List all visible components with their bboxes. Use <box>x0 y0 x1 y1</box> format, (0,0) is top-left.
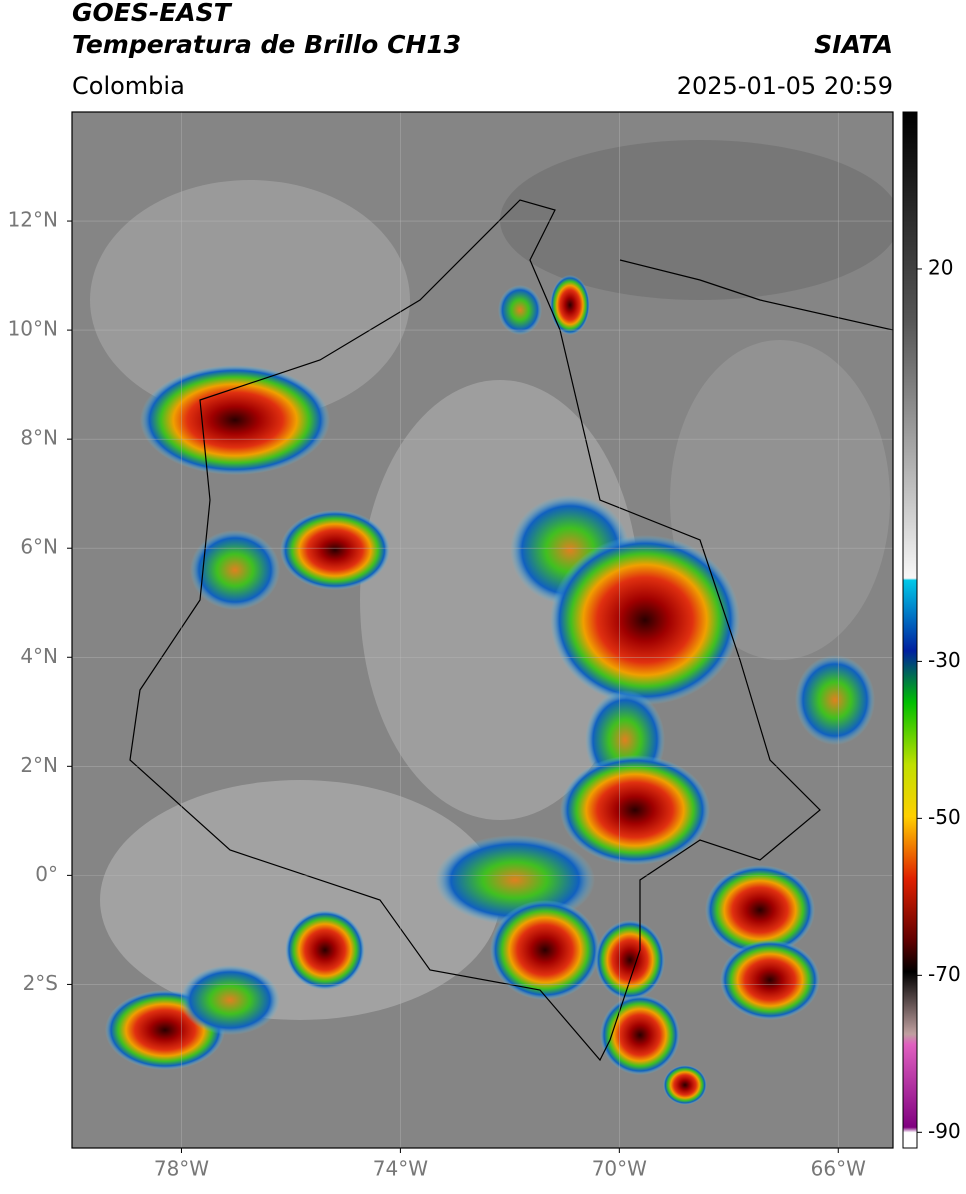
lat-tick-label: 2°N <box>20 753 58 777</box>
colorbar-tick-label: -30 <box>928 648 961 672</box>
region: Colombia <box>72 72 185 100</box>
graticule <box>72 112 893 1148</box>
colorbar-tick-label: -90 <box>928 1119 961 1143</box>
lat-tick-label: 12°N <box>8 208 58 232</box>
lat-tick-label: 4°N <box>20 644 58 668</box>
lat-tick-label: 10°N <box>8 317 58 341</box>
lon-tick-label: 78°W <box>154 1157 209 1181</box>
lat-tick-label: 6°N <box>20 535 58 559</box>
title: GOES-EAST <box>72 0 233 27</box>
colorbar-tick-label: -70 <box>928 962 961 986</box>
subtitle: Temperatura de Brillo CH13 <box>72 30 461 59</box>
lat-tick-label: 2°S <box>23 971 58 995</box>
lon-tick-label: 74°W <box>373 1157 428 1181</box>
tick-labels: 78°W 74°W 70°W 66°W 12°N 10°N 8°N 6°N 4°N 2°N 0° 2°… <box>8 208 961 1181</box>
source: SIATA <box>814 30 893 59</box>
lon-tick-label: 66°W <box>811 1157 866 1181</box>
lat-tick-label: 8°N <box>20 426 58 450</box>
colorbar-tick-label: 20 <box>928 255 953 279</box>
colorbar <box>902 111 918 1149</box>
satellite-image <box>72 112 893 1148</box>
lat-tick-label: 0° <box>35 862 58 886</box>
colorbar-tick-label: -50 <box>928 805 961 829</box>
lon-tick-label: 70°W <box>592 1157 647 1181</box>
datetime: 2025-01-05 20:59 <box>677 72 893 100</box>
map-frame <box>71 111 894 1149</box>
